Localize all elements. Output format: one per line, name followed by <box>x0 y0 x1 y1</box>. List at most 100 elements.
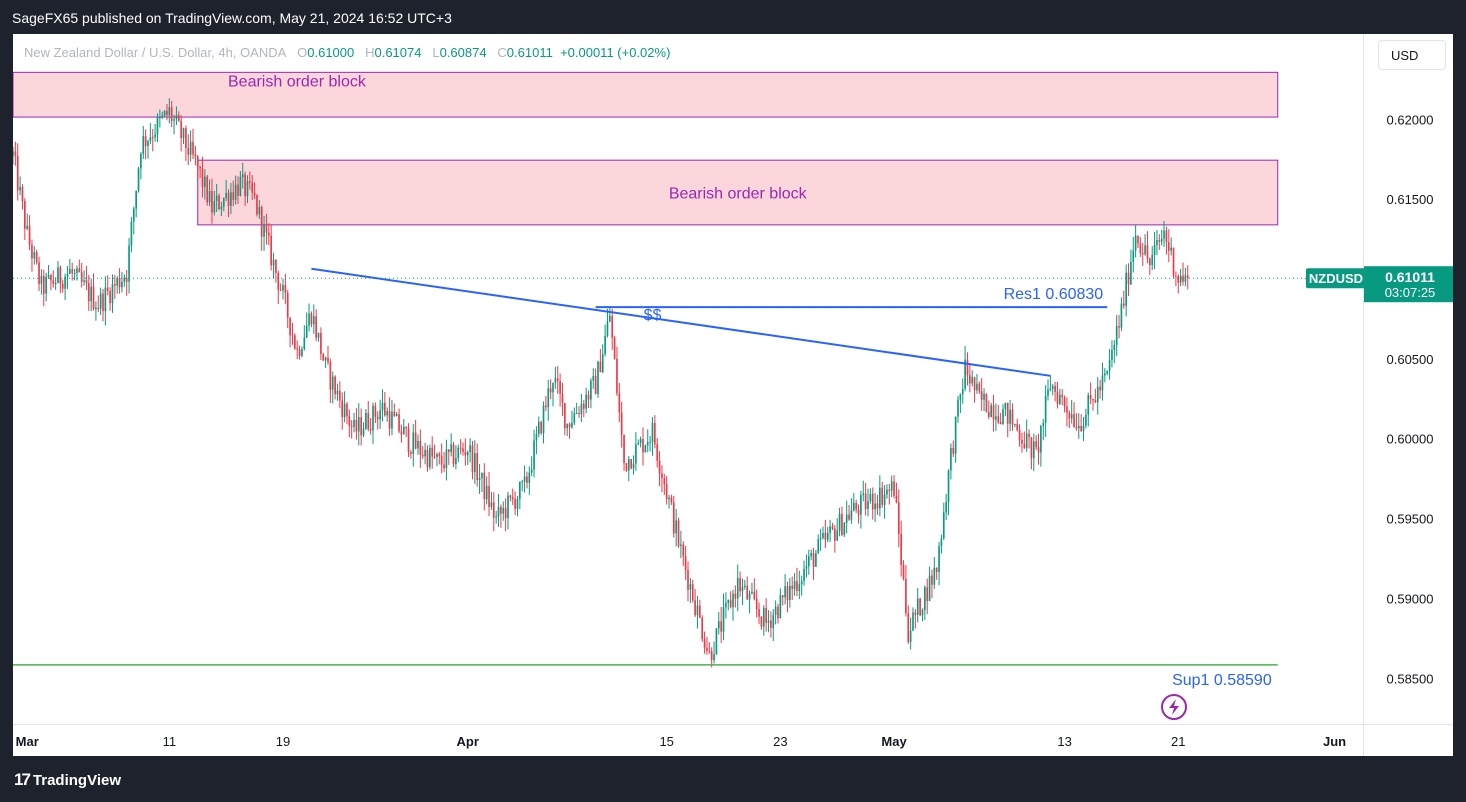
candle-body <box>791 585 794 590</box>
candle-body <box>715 628 718 655</box>
price-tick-label: 0.58500 <box>1387 671 1434 686</box>
candle-body <box>201 168 204 187</box>
candle-body <box>855 502 857 510</box>
candle-body <box>90 286 92 302</box>
candle-body <box>606 321 609 336</box>
candle-body <box>646 442 649 446</box>
candle-body <box>637 443 640 445</box>
candle-body <box>767 620 770 623</box>
candle-body <box>1075 426 1078 429</box>
candle-body <box>170 107 173 121</box>
candle-body <box>568 423 571 428</box>
candle-body <box>45 277 47 294</box>
price-tick-label: 0.59000 <box>1387 591 1434 606</box>
candle-body <box>777 606 779 619</box>
candle-body <box>341 400 344 418</box>
candle-body <box>703 639 706 648</box>
candle-body <box>66 273 69 277</box>
candle-body <box>275 259 277 273</box>
candle-body <box>1018 429 1021 440</box>
chart-panel[interactable]: Bearish order block Bearish order block 0.… <box>13 34 1453 756</box>
candle-body <box>516 499 519 509</box>
candle-body <box>545 405 547 408</box>
tradingview-logo-icon: 17 <box>14 770 31 789</box>
tradingview-logo[interactable]: 17 TradingView <box>14 770 121 790</box>
candle-body <box>1170 247 1172 251</box>
candle-body <box>883 494 886 505</box>
candle-body <box>450 444 452 453</box>
candle-body <box>959 394 962 400</box>
candle-body <box>1085 414 1087 426</box>
candle-body <box>758 609 760 617</box>
candle-body <box>1080 425 1082 431</box>
candle-body <box>159 117 161 119</box>
chart-canvas[interactable]: Bearish order block Bearish order block 0.… <box>13 34 1453 756</box>
candle-body <box>282 285 284 291</box>
candle-body <box>729 600 732 608</box>
candle-body <box>741 587 744 592</box>
candle-body <box>412 432 415 454</box>
candle-body <box>263 224 265 237</box>
candle-body <box>241 174 244 178</box>
candle-body <box>395 414 398 417</box>
candle-body <box>457 447 460 459</box>
candle-body <box>199 166 201 169</box>
candle-body <box>1134 235 1137 251</box>
currency-button[interactable]: USD <box>1378 40 1446 70</box>
candle-body <box>33 252 36 259</box>
candle-body <box>343 403 346 418</box>
candle-body <box>907 613 910 643</box>
candle-body <box>658 460 661 474</box>
candle-body <box>547 388 550 408</box>
candle-body <box>1182 275 1184 282</box>
candle-body <box>841 514 843 535</box>
candle-body <box>798 584 801 591</box>
candle-body <box>755 598 758 610</box>
candle-body <box>616 358 618 394</box>
candle-body <box>1002 409 1004 425</box>
candle-body <box>1089 394 1092 399</box>
candle-body <box>654 422 656 445</box>
candle-body <box>234 184 237 200</box>
candle-body <box>38 262 40 284</box>
candle-body <box>708 650 711 652</box>
candle-body <box>1073 414 1075 427</box>
candle-body <box>914 612 917 615</box>
candle-body <box>1082 425 1085 431</box>
candle-body <box>971 377 974 384</box>
candle-body <box>575 413 578 415</box>
candle-body <box>582 403 585 409</box>
candle-body <box>720 621 722 632</box>
candle-body <box>784 586 786 598</box>
candle-body <box>848 514 850 520</box>
candle-body <box>665 484 668 500</box>
candle-body <box>360 417 362 436</box>
candle-body <box>1125 272 1127 306</box>
candle-body <box>154 134 156 138</box>
candle-body <box>1163 230 1165 239</box>
candle-body <box>327 357 329 362</box>
candle-body <box>83 280 85 282</box>
candle-body <box>642 438 644 453</box>
order-block-label: Bearish order block <box>228 73 367 90</box>
candle-body <box>1099 386 1101 391</box>
candle-body <box>1156 240 1158 245</box>
brand-name: TradingView <box>32 771 122 789</box>
candle-body <box>381 402 384 411</box>
candle-body <box>819 537 822 540</box>
candle-body <box>985 393 988 412</box>
candle-body <box>1049 388 1052 390</box>
candle-body <box>61 283 64 289</box>
candle-body <box>521 481 524 483</box>
candle-body <box>961 388 964 395</box>
candle-body <box>464 451 467 456</box>
candle-body <box>308 313 310 326</box>
candle-body <box>362 429 365 436</box>
candle-body <box>535 434 538 441</box>
candle-body <box>339 390 341 401</box>
candle-body <box>774 606 777 615</box>
candle-body <box>611 315 614 338</box>
candle-body <box>969 375 971 384</box>
candle-body <box>106 287 109 291</box>
candle-body <box>990 405 992 417</box>
